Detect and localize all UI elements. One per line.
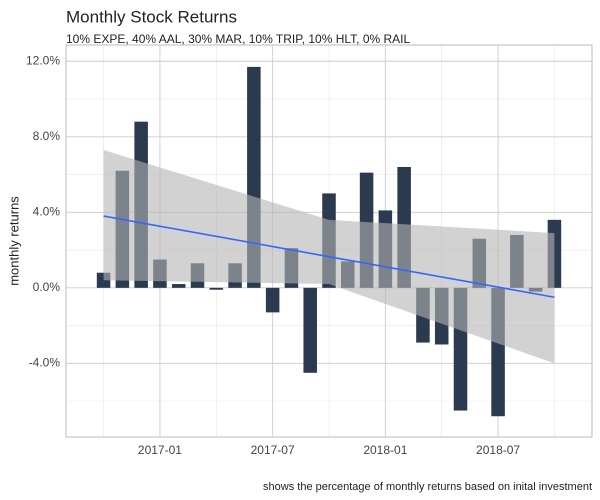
- bar: [209, 287, 224, 290]
- trend-line: [103, 215, 555, 299]
- y-tick-label: 0.0%: [33, 280, 61, 294]
- x-tick-label: 2017-07: [251, 443, 295, 457]
- bar: [303, 287, 317, 373]
- caption: shows the percentage of monthly returns …: [263, 481, 592, 493]
- chart-subtitle: 10% EXPE, 40% AAL, 30% MAR, 10% TRIP, 10…: [66, 32, 411, 46]
- bar: [265, 287, 280, 313]
- y-axis-label: monthly returns: [6, 196, 21, 286]
- y-tick-label: -4.0%: [29, 356, 61, 370]
- panel-border: [65, 44, 593, 438]
- y-tick-label: 4.0%: [33, 204, 61, 218]
- y-tick-label: 8.0%: [33, 129, 61, 143]
- x-tick-label: 2018-01: [363, 443, 407, 457]
- chart-title: Monthly Stock Returns: [66, 7, 237, 26]
- y-tick-label: 12.0%: [26, 53, 60, 67]
- bar: [171, 284, 186, 288]
- x-tick-label: 2017-01: [138, 443, 182, 457]
- x-tick-label: 2018-07: [476, 443, 520, 457]
